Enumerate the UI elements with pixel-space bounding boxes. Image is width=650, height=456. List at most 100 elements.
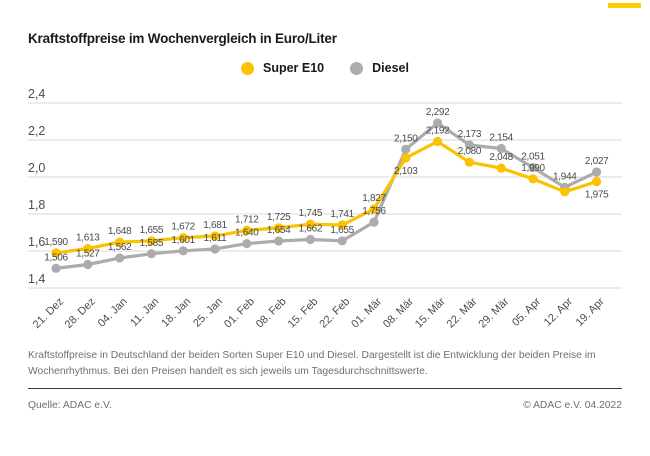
source-note: Quelle: ADAC e.V.	[28, 400, 112, 411]
x-axis-label: 12. Apr	[542, 295, 575, 328]
x-axis-label: 21. Dez	[31, 296, 66, 331]
data-point	[337, 220, 347, 230]
legend-item-diesel: Diesel	[350, 61, 409, 75]
data-point	[83, 259, 93, 270]
value-label: 2,051	[521, 152, 545, 163]
y-axis-label: 2,0	[28, 161, 45, 175]
value-label: 2,173	[458, 129, 482, 140]
x-axis-label: 11. Jan	[128, 296, 161, 329]
data-point	[210, 244, 220, 254]
value-label: 2,292	[426, 107, 450, 118]
legend-label-diesel: Diesel	[372, 61, 409, 75]
legend-dot-super-e10-icon	[241, 61, 254, 75]
value-label: 1,655	[140, 225, 164, 236]
y-axis-label: 1,6	[28, 235, 45, 249]
data-point	[178, 246, 188, 256]
data-point	[401, 144, 411, 154]
x-axis-label: 22. Mär	[445, 295, 480, 330]
y-axis-label: 1,8	[28, 198, 45, 212]
data-point	[369, 217, 379, 227]
value-label: 1,601	[171, 235, 195, 246]
value-label: 1,613	[76, 233, 100, 244]
value-label: 1,640	[235, 228, 259, 239]
data-point	[305, 234, 315, 245]
data-point	[528, 162, 538, 173]
data-point	[210, 231, 220, 241]
value-label: 1,655	[330, 225, 354, 236]
value-label: 1,654	[267, 225, 291, 236]
value-label: 1,585	[140, 238, 164, 249]
value-label: 2,103	[394, 166, 418, 177]
data-point	[464, 140, 474, 150]
footer-separator	[28, 388, 622, 389]
value-label: 1,648	[108, 226, 132, 237]
data-point	[401, 153, 411, 163]
data-point	[528, 174, 538, 184]
data-point	[274, 236, 284, 246]
x-axis-label: 08. Feb	[254, 296, 289, 331]
chart-legend: Super E10 Diesel	[0, 61, 650, 75]
legend-dot-diesel-icon	[350, 61, 364, 75]
value-label: 1,672	[171, 222, 195, 233]
brand-accent-dash	[608, 3, 641, 8]
data-point	[464, 157, 474, 167]
value-label: 2,154	[489, 133, 513, 144]
value-label: 1,562	[108, 242, 132, 253]
data-point	[51, 263, 61, 273]
value-label: 1,662	[299, 224, 323, 235]
x-axis-label: 15. Feb	[286, 296, 321, 331]
data-point	[274, 223, 284, 233]
data-point	[496, 143, 506, 154]
value-label: 2,027	[585, 156, 609, 167]
data-point	[115, 253, 125, 263]
data-point	[83, 243, 93, 254]
y-axis-label: 2,2	[28, 124, 45, 138]
value-label: 1,741	[330, 209, 354, 220]
data-point	[115, 237, 125, 247]
chart-description: Kraftstoffpreise in Deutschland der beid…	[28, 350, 596, 377]
copyright-note: © ADAC e.V. 04.2022	[523, 400, 622, 411]
data-point	[146, 236, 156, 246]
data-point	[146, 249, 156, 259]
value-label: 1,944	[553, 171, 577, 182]
value-label: 2,150	[394, 133, 418, 144]
x-axis-label: 01. Mär	[349, 295, 384, 330]
data-point	[369, 204, 379, 214]
data-point	[242, 239, 252, 249]
x-axis-label: 15. Mär	[413, 295, 448, 330]
value-label: 1,590	[44, 237, 68, 248]
x-axis-label: 25. Jan	[191, 296, 225, 330]
series-line-diesel	[54, 121, 599, 270]
data-point	[242, 225, 252, 235]
page-title: Kraftstoffpreise im Wochenvergleich in E…	[28, 31, 337, 46]
x-axis-label: 01. Feb	[222, 296, 257, 331]
x-axis-label: 29. Mär	[476, 295, 511, 330]
data-point	[433, 136, 443, 147]
value-label: 1,611	[204, 233, 228, 244]
value-label: 2,080	[458, 146, 482, 157]
y-axis-label: 2,4	[28, 88, 45, 101]
value-label: 1,827	[362, 193, 386, 204]
series-line-super-e10	[54, 139, 599, 255]
data-point	[592, 177, 602, 187]
data-point	[337, 236, 347, 246]
x-axis-label: 22. Feb	[317, 296, 352, 331]
value-label: 1,527	[76, 249, 100, 260]
value-label: 1,745	[299, 208, 323, 219]
value-label: 1,975	[585, 190, 609, 201]
data-point	[592, 167, 602, 177]
value-label: 1,990	[521, 163, 545, 174]
x-axis-label: 05. Apr	[510, 295, 543, 328]
value-label: 1,725	[267, 212, 291, 223]
x-axis-label: 18. Jan	[159, 296, 193, 330]
data-point	[560, 187, 570, 197]
data-point	[496, 163, 506, 173]
y-axis-label: 1,4	[28, 272, 45, 286]
value-label: 1,712	[235, 214, 259, 225]
x-axis-label: 08. Mär	[381, 295, 416, 330]
value-label: 2,048	[489, 152, 513, 163]
data-point	[305, 219, 315, 229]
x-axis-label: 28. Dez	[63, 296, 98, 331]
value-label: 1,506	[44, 252, 68, 263]
